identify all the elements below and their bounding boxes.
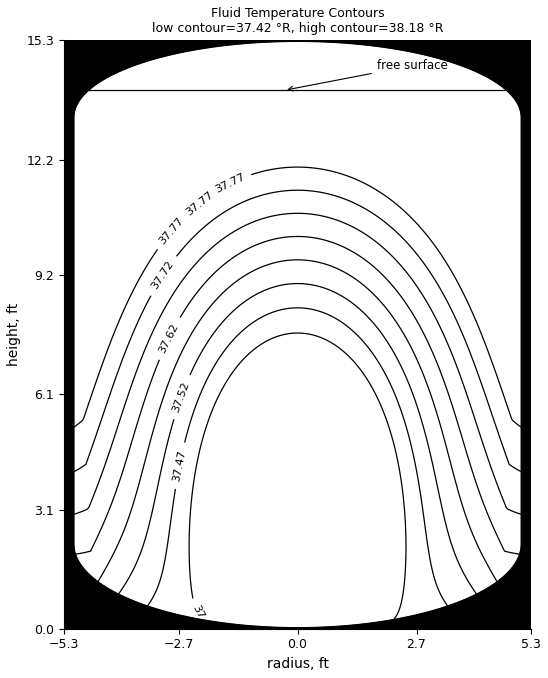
Text: 37.77: 37.77	[213, 172, 247, 195]
Text: 37.52: 37.52	[171, 380, 191, 414]
Text: 37.77: 37.77	[158, 216, 186, 246]
Title: Fluid Temperature Contours
low contour=37.42 °R, high contour=38.18 °R: Fluid Temperature Contours low contour=3…	[152, 7, 443, 35]
Text: 37.62: 37.62	[157, 322, 181, 355]
Text: 37.77: 37.77	[184, 190, 215, 218]
X-axis label: radius, ft: radius, ft	[266, 657, 329, 671]
Text: 37.42: 37.42	[190, 603, 214, 637]
Text: free surface: free surface	[288, 59, 448, 91]
Y-axis label: height, ft: height, ft	[7, 303, 21, 366]
Text: 37.72: 37.72	[150, 260, 176, 292]
Polygon shape	[73, 40, 522, 629]
Text: 37.47: 37.47	[172, 449, 187, 482]
